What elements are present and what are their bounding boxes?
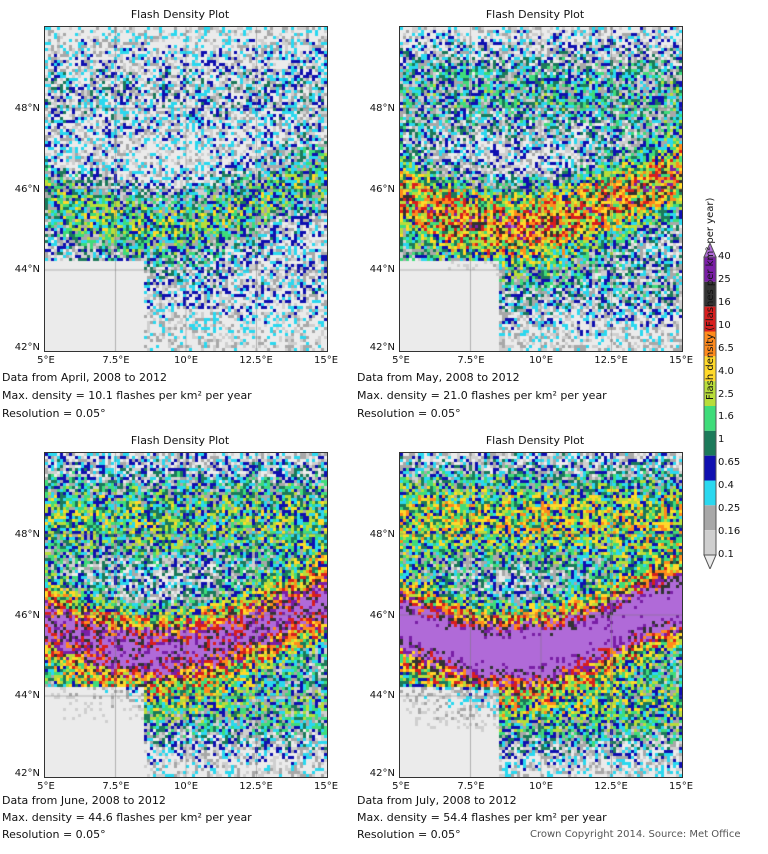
x-tick-label: 10°E	[173, 781, 199, 792]
x-tick-label: 5°E	[392, 781, 410, 792]
x-tick-label: 15°E	[313, 781, 339, 792]
x-tick-label: 15°E	[313, 355, 339, 366]
map-canvas	[400, 27, 682, 351]
colorbar-segment	[704, 257, 716, 282]
colorbar-tick-label: 2.5	[718, 388, 734, 400]
colorbar-segment	[704, 505, 716, 531]
colorbar-tick-label: 4.0	[718, 365, 734, 377]
colorbar-tick-label: 25	[718, 273, 731, 285]
max-density-text: Max. density = 54.4 flashes per km² per …	[357, 811, 607, 824]
max-density-text: Max. density = 10.1 flashes per km² per …	[2, 389, 252, 402]
colorbar-segment	[704, 331, 716, 357]
colorbar-segment	[704, 281, 716, 307]
panel-title: Flash Density Plot	[130, 434, 230, 447]
flash-density-map	[399, 452, 683, 778]
y-tick-label: 42°N	[369, 768, 395, 779]
x-tick-label: 7.5°E	[457, 781, 485, 792]
y-tick-label: 42°N	[14, 768, 40, 779]
y-tick-label: 44°N	[369, 690, 395, 701]
date-range-text: Data from April, 2008 to 2012	[2, 371, 168, 384]
panel-title: Flash Density Plot	[485, 434, 585, 447]
x-tick-label: 15°E	[668, 781, 694, 792]
colorbar-segment	[704, 306, 716, 332]
panel-july: Flash Density Plot 48°N 46°N 44°N 42°N 5…	[355, 434, 700, 854]
colorbar-segment	[704, 381, 716, 406]
colorbar-title: Flash density (Flashes per km² per year)	[705, 197, 716, 400]
map-canvas	[45, 453, 327, 777]
colorbar-tick-label: 1.6	[718, 411, 734, 423]
y-tick-label: 44°N	[14, 264, 40, 275]
date-range-text: Data from July, 2008 to 2012	[357, 794, 517, 807]
colorbar-segment	[704, 356, 716, 382]
panel-may: Flash Density Plot 48°N 46°N 44°N 42°N 5…	[355, 8, 700, 428]
x-tick-label: 12.5°E	[594, 355, 628, 366]
colorbar-tick-label: 0.16	[718, 526, 741, 538]
y-tick-label: 46°N	[14, 184, 40, 195]
colorbar-tick-label: 0.25	[718, 503, 741, 515]
y-tick-label: 46°N	[369, 184, 395, 195]
colorbar-segment	[704, 480, 716, 506]
y-tick-label: 44°N	[369, 264, 395, 275]
colorbar-extend-min	[703, 554, 717, 569]
colorbar	[700, 243, 718, 569]
colorbar-segment	[704, 530, 716, 555]
date-range-text: Data from June, 2008 to 2012	[2, 794, 166, 807]
colorbar-segment	[704, 430, 716, 456]
x-tick-label: 10°E	[528, 781, 554, 792]
y-tick-label: 48°N	[14, 529, 40, 540]
y-tick-label: 46°N	[14, 610, 40, 621]
y-tick-label: 48°N	[369, 529, 395, 540]
map-canvas	[400, 453, 682, 777]
resolution-text: Resolution = 0.05°	[357, 828, 461, 841]
x-tick-label: 12.5°E	[239, 781, 273, 792]
y-tick-label: 42°N	[14, 342, 40, 353]
colorbar-tick-label: 0.4	[718, 480, 734, 492]
colorbar-tick-label: 0.65	[718, 457, 741, 469]
y-tick-label: 48°N	[14, 103, 40, 114]
y-tick-label: 46°N	[369, 610, 395, 621]
x-tick-label: 5°E	[37, 781, 55, 792]
colorbar-tick-label: 16	[718, 296, 731, 308]
x-tick-label: 7.5°E	[457, 355, 485, 366]
x-tick-label: 12.5°E	[239, 355, 273, 366]
colorbar-segment	[704, 406, 716, 431]
y-tick-label: 44°N	[14, 690, 40, 701]
colorbar-tick-label: 10	[718, 319, 731, 331]
x-tick-label: 15°E	[668, 355, 694, 366]
flash-density-map	[44, 452, 328, 778]
x-tick-label: 10°E	[528, 355, 554, 366]
panel-title: Flash Density Plot	[130, 8, 230, 21]
x-tick-label: 10°E	[173, 355, 199, 366]
resolution-text: Resolution = 0.05°	[2, 828, 106, 841]
colorbar-tick-label: 6.5	[718, 342, 734, 354]
x-tick-label: 12.5°E	[594, 781, 628, 792]
x-tick-label: 7.5°E	[102, 781, 130, 792]
panel-june: Flash Density Plot 48°N 46°N 44°N 42°N 5…	[0, 434, 345, 854]
panel-title: Flash Density Plot	[485, 8, 585, 21]
resolution-text: Resolution = 0.05°	[2, 407, 106, 420]
flash-density-map	[399, 26, 683, 352]
x-tick-label: 5°E	[37, 355, 55, 366]
y-tick-label: 48°N	[369, 103, 395, 114]
colorbar-segment	[704, 455, 716, 481]
map-canvas	[45, 27, 327, 351]
copyright-text: Crown Copyright 2014. Source: Met Office	[530, 829, 741, 840]
colorbar-graphic	[703, 243, 717, 569]
x-tick-label: 7.5°E	[102, 355, 130, 366]
max-density-text: Max. density = 21.0 flashes per km² per …	[357, 389, 607, 402]
colorbar-tick-label: 1	[718, 434, 725, 446]
colorbar-tick-label: 0.1	[718, 549, 734, 560]
panel-april: Flash Density Plot 48°N 46°N 44°N 42°N 5…	[0, 8, 345, 428]
y-tick-label: 42°N	[369, 342, 395, 353]
resolution-text: Resolution = 0.05°	[357, 407, 461, 420]
colorbar-tick-label: 40	[718, 251, 731, 262]
max-density-text: Max. density = 44.6 flashes per km² per …	[2, 811, 252, 824]
flash-density-map	[44, 26, 328, 352]
x-tick-label: 5°E	[392, 355, 410, 366]
date-range-text: Data from May, 2008 to 2012	[357, 371, 520, 384]
